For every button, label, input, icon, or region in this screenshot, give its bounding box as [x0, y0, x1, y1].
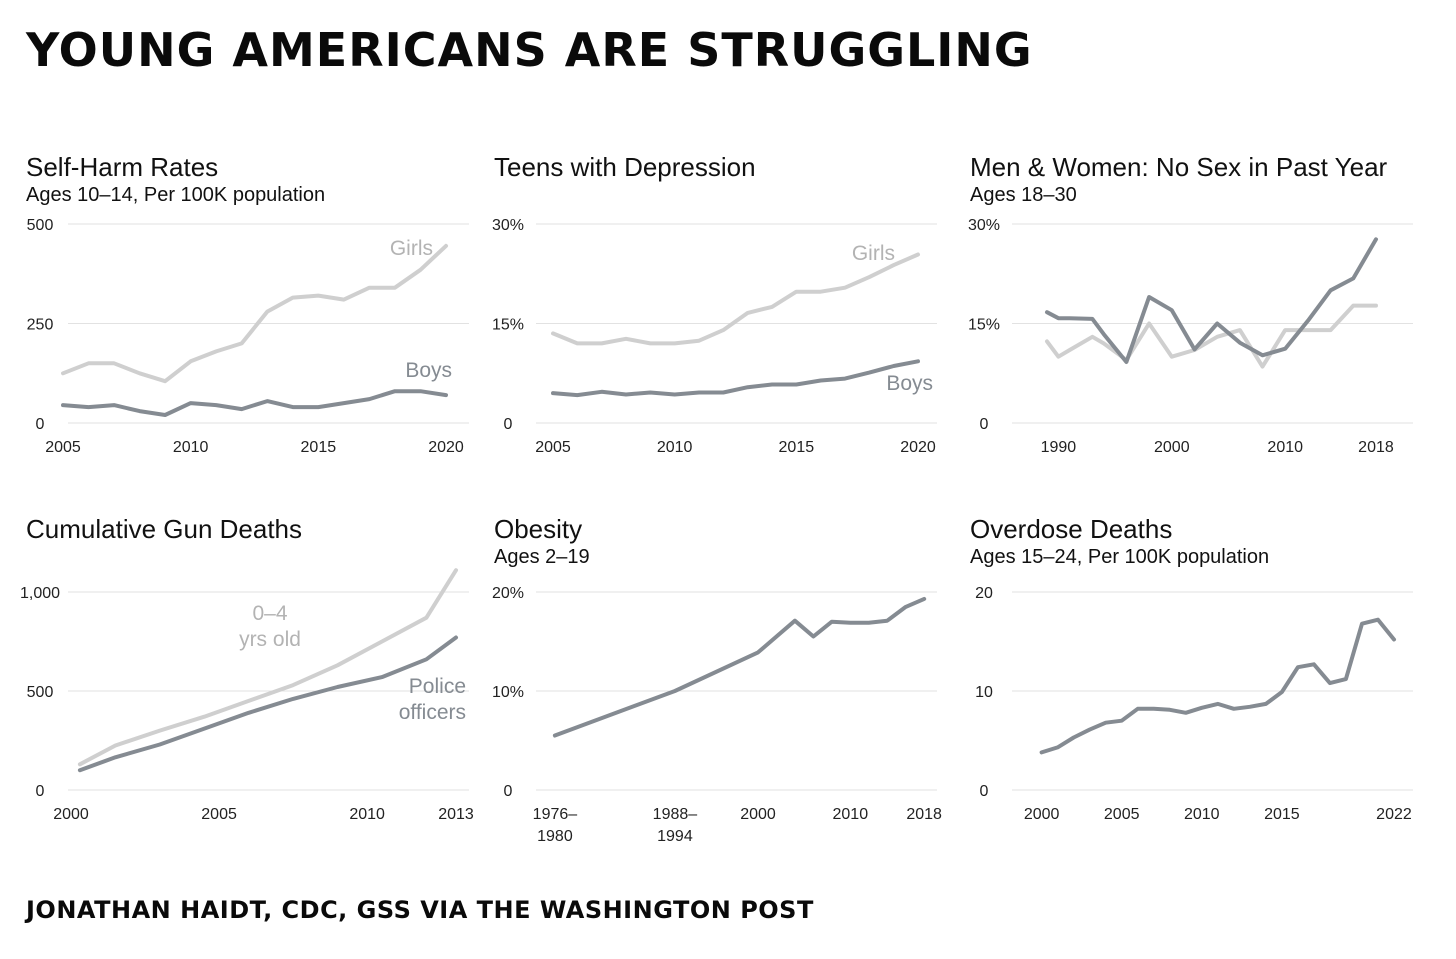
- series-line-0: [77, 568, 458, 767]
- y-tick-label: 0: [504, 416, 513, 433]
- series-label-line: 0–4: [252, 602, 287, 625]
- y-tick-label: 1,000: [20, 585, 60, 602]
- series-label: Girls: [852, 242, 895, 265]
- series-label: Police officers: [399, 675, 466, 724]
- chart-plot: 0 10 20 2000 2005 2010 2015 2022: [975, 585, 1413, 823]
- y-tick-label: 250: [27, 317, 54, 334]
- series-line-1: [1045, 237, 1378, 364]
- y-tick-label: 0: [504, 783, 513, 800]
- series-label: 0–4 yrs old: [239, 602, 301, 651]
- y-tick-label: 15%: [968, 317, 1000, 334]
- series-label: Boys: [886, 372, 933, 395]
- x-tick-label: 2000: [1154, 439, 1190, 456]
- series-label-line: officers: [399, 701, 466, 724]
- chart-title: Overdose Deaths: [970, 514, 1173, 544]
- x-tick-label: 2010: [657, 439, 693, 456]
- series-line-0: [551, 252, 920, 346]
- chart-title: Cumulative Gun Deaths: [26, 514, 303, 544]
- y-tick-label: 10%: [492, 684, 524, 701]
- chart-panel-self-harm: Self-Harm Rates Ages 10–14, Per 100K popu…: [26, 152, 486, 502]
- y-tick-label: 0: [36, 416, 45, 433]
- chart-plot: 0 500 1,000 2000 2005 2010 2013 0–4 yrs old Polic…: [20, 568, 474, 823]
- chart-title: Teens with Depression: [494, 152, 756, 182]
- x-tick-label: 2015: [779, 439, 815, 456]
- chart-panel-obesity: Obesity Ages 2–19 0 10% 20% 1976– 1980 1988– 199…: [492, 514, 954, 864]
- x-tick-label: 2018: [1358, 439, 1394, 456]
- y-tick-label: 0: [980, 783, 989, 800]
- x-tick-label: 2018: [906, 806, 942, 823]
- source-credit: JONATHAN HAIDT, CDC, GSS VIA THE WASHING…: [26, 896, 814, 924]
- x-tick-label: 2010: [1184, 806, 1220, 823]
- chart-subtitle: Ages 2–19: [494, 546, 590, 568]
- y-tick-label: 30%: [968, 217, 1000, 234]
- series-line-0: [1045, 303, 1378, 369]
- series-line-1: [61, 389, 448, 417]
- y-tick-label: 30%: [492, 217, 524, 234]
- x-tick-label: 2010: [833, 806, 869, 823]
- chart-subtitle: Ages 10–14, Per 100K population: [26, 184, 326, 206]
- series-line-1: [77, 635, 458, 773]
- chart-plot: 0 15% 30% 2005 2010 2015 2020 Girls Boys: [492, 217, 937, 456]
- series-label: Girls: [390, 237, 433, 260]
- chart-panel-overdose: Overdose Deaths Ages 15–24, Per 100K popu…: [970, 514, 1430, 864]
- y-tick-label: 500: [27, 217, 54, 234]
- y-tick-label: 20: [975, 585, 993, 602]
- chart-subtitle: Ages 15–24, Per 100K population: [970, 546, 1270, 568]
- y-tick-label: 0: [36, 783, 45, 800]
- x-tick-label-line: 1988–: [653, 806, 698, 823]
- x-tick-label: 2020: [900, 439, 936, 456]
- x-tick-label: 2000: [1024, 806, 1060, 823]
- chart-title: Self-Harm Rates: [26, 152, 219, 182]
- y-tick-label: 500: [27, 684, 54, 701]
- x-tick-label: 2005: [1104, 806, 1140, 823]
- x-tick-label-line: 1994: [657, 828, 693, 845]
- chart-plot: 0 10% 20% 1976– 1980 1988– 1994 2000 2010 2018: [492, 585, 942, 845]
- x-tick-label: 2010: [349, 806, 385, 823]
- x-tick-label: 2020: [428, 439, 464, 456]
- x-tick-label: 2013: [438, 806, 474, 823]
- x-tick-label: 1976– 1980: [533, 806, 578, 845]
- x-tick-label: 2000: [53, 806, 89, 823]
- x-tick-label: 2005: [201, 806, 237, 823]
- y-tick-label: 15%: [492, 317, 524, 334]
- y-tick-label: 0: [980, 416, 989, 433]
- page-title: YOUNG AMERICANS ARE STRUGGLING: [26, 23, 1033, 77]
- series-label: Boys: [405, 359, 452, 382]
- chart-plot: 0 15% 30% 1990 2000 2010 2018: [968, 217, 1413, 456]
- x-tick-label-line: 1976–: [533, 806, 578, 823]
- x-tick-label: 2015: [1264, 806, 1300, 823]
- x-tick-label: 2000: [740, 806, 776, 823]
- x-tick-label: 2015: [301, 439, 337, 456]
- x-tick-label: 2005: [45, 439, 81, 456]
- x-tick-label: 1990: [1041, 439, 1077, 456]
- chart-panel-no-sex: Men & Women: No Sex in Past Year Ages 18–…: [968, 152, 1430, 502]
- chart-title: Obesity: [494, 514, 583, 544]
- x-tick-label: 2005: [535, 439, 571, 456]
- chart-panel-gun-deaths: Cumulative Gun Deaths 0 500 1,000 2000 2005 20…: [20, 514, 486, 864]
- series-label-line: yrs old: [239, 628, 301, 651]
- series-line-1: [551, 359, 920, 398]
- y-tick-label: 10: [975, 684, 993, 701]
- series-line-0: [1039, 617, 1396, 755]
- series-line-0: [61, 243, 448, 384]
- series-line-0: [552, 596, 927, 738]
- x-tick-label: 2010: [1267, 439, 1303, 456]
- x-tick-label: 2010: [173, 439, 209, 456]
- series-label-line: Police: [409, 675, 466, 698]
- x-tick-label-line: 1980: [537, 828, 573, 845]
- chart-title: Men & Women: No Sex in Past Year: [970, 152, 1388, 182]
- chart-plot: 0 250 500 2005 2010 2015 2020 Girls Boys: [27, 217, 469, 456]
- x-tick-label: 1988– 1994: [653, 806, 698, 845]
- x-tick-label: 2022: [1376, 806, 1412, 823]
- chart-panel-teen-depression: Teens with Depression 0 15% 30% 2005 2010 2015…: [492, 152, 954, 502]
- y-tick-label: 20%: [492, 585, 524, 602]
- chart-subtitle: Ages 18–30: [970, 184, 1077, 206]
